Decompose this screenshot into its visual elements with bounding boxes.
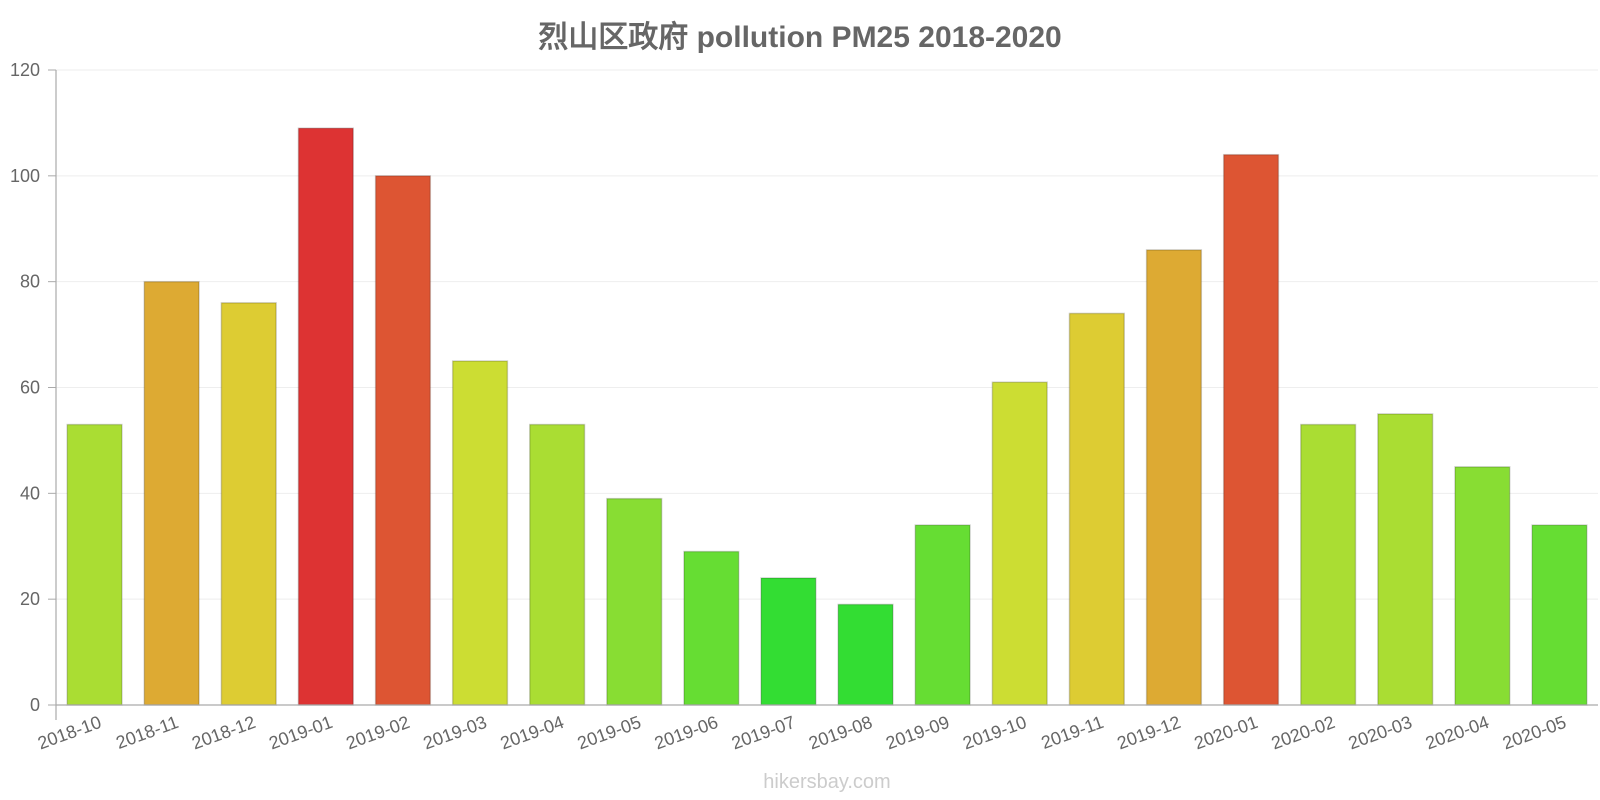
bar-2018-11 xyxy=(143,280,200,706)
x-tick-label: 2019-09 xyxy=(883,712,952,753)
x-tick-label: 2019-01 xyxy=(266,712,335,753)
bars xyxy=(66,127,1588,706)
x-tick-label: 2018-12 xyxy=(189,712,258,753)
bar-2019-07 xyxy=(760,577,817,706)
chart-title: 烈山区政府 pollution PM25 2018-2020 xyxy=(538,20,1061,54)
bar-2019-04 xyxy=(529,423,586,706)
y-tick-label: 120 xyxy=(10,60,40,80)
x-tick-label: 2020-05 xyxy=(1500,712,1569,753)
bar-2019-06 xyxy=(683,550,740,706)
x-tick-label: 2019-05 xyxy=(575,712,644,753)
x-tick-label: 2019-06 xyxy=(652,712,721,753)
x-tick-label: 2020-03 xyxy=(1346,712,1415,753)
x-tick-label: 2019-07 xyxy=(729,712,798,753)
bar-2020-04 xyxy=(1454,466,1511,706)
x-tick-label: 2019-02 xyxy=(343,712,412,753)
bar-2020-05 xyxy=(1531,524,1588,706)
bar-2019-05 xyxy=(606,497,663,706)
y-tick-label: 0 xyxy=(30,695,40,715)
x-tick-label: 2020-02 xyxy=(1269,712,1338,753)
bar-2019-02 xyxy=(374,175,432,706)
bar-2019-11 xyxy=(1068,312,1125,706)
y-tick-label: 100 xyxy=(10,166,40,186)
bar-2020-02 xyxy=(1300,423,1357,706)
bar-2019-01 xyxy=(297,127,354,706)
bar-2018-10 xyxy=(66,423,123,706)
x-tick-label: 2019-03 xyxy=(420,712,489,753)
x-tick-label: 2019-11 xyxy=(1039,712,1107,753)
y-axis-ticks: 0 20 40 60 80 100 120 xyxy=(10,60,56,715)
bar-2018-12 xyxy=(220,302,277,706)
bar-2019-09 xyxy=(914,524,971,706)
x-tick-label: 2020-04 xyxy=(1423,712,1492,753)
x-tick-label: 2019-12 xyxy=(1114,712,1183,753)
y-tick-label: 20 xyxy=(20,589,40,609)
x-tick-label: 2019-08 xyxy=(806,712,875,753)
bar-2019-08 xyxy=(837,603,894,706)
y-tick-label: 40 xyxy=(20,483,40,503)
grid-lines xyxy=(56,69,1598,600)
watermark-text: hikersbay.com xyxy=(763,771,890,793)
x-tick-label: 2019-04 xyxy=(498,712,567,753)
bar-2020-03 xyxy=(1377,413,1434,706)
x-tick-label: 2020-01 xyxy=(1191,712,1260,753)
x-tick-label: 2019-10 xyxy=(960,712,1029,753)
x-tick-label: 2018-11 xyxy=(113,712,181,753)
y-tick-label: 60 xyxy=(20,378,40,398)
bar-2020-01 xyxy=(1222,153,1280,706)
y-tick-label: 80 xyxy=(20,272,40,292)
bar-2019-03 xyxy=(451,360,509,706)
bar-2019-10 xyxy=(991,381,1048,706)
x-tick-label: 2018-10 xyxy=(35,712,104,753)
x-axis-ticks: 2018-10 2018-11 2018-12 2019-01 2019-02 2019-… xyxy=(35,712,1569,753)
bar-2019-12 xyxy=(1145,249,1203,706)
